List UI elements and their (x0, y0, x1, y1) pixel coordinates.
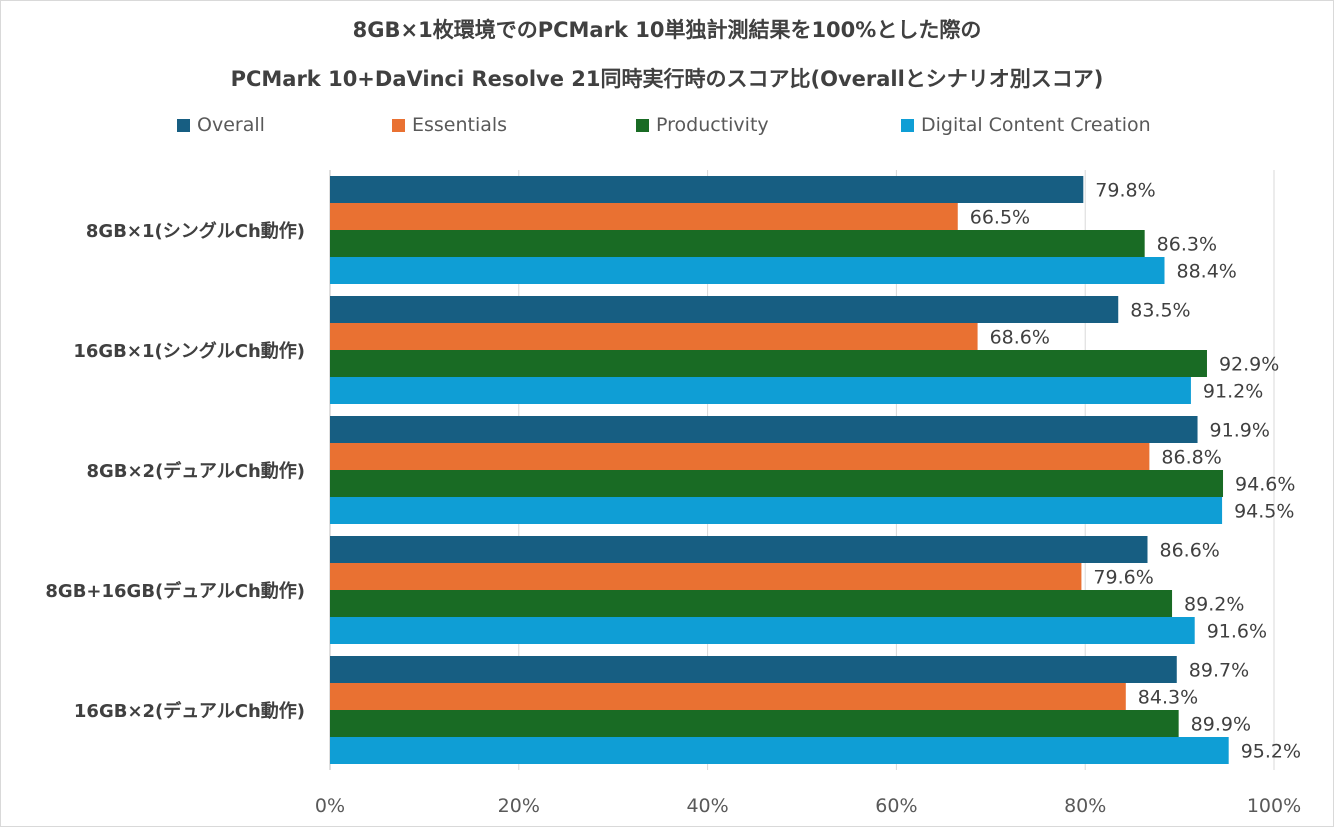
chart-subtitle: PCMark 10+DaVinci Resolve 21同時実行時のスコア比(O… (230, 67, 1104, 91)
bar (330, 536, 1148, 563)
data-label: 86.8% (1161, 447, 1221, 469)
bar (330, 710, 1179, 737)
legend-label-essentials: Essentials (412, 114, 508, 136)
data-label: 89.9% (1191, 714, 1251, 736)
legend-swatch-productivity (636, 118, 649, 132)
chart-title: 8GB×1枚環境でのPCMark 10単独計測結果を100%とした際の (352, 18, 982, 42)
x-tick-label: 100% (1247, 795, 1301, 817)
data-label: 68.6% (990, 327, 1050, 349)
bar (330, 257, 1165, 284)
bar (330, 176, 1084, 203)
category-label: 8GB×1(シングルCh動作) (86, 220, 305, 242)
bar (330, 443, 1150, 470)
data-label: 79.6% (1093, 567, 1153, 589)
category-label: 8GB+16GB(デュアルCh動作) (45, 580, 305, 602)
legend-label-overall: Overall (197, 114, 265, 136)
data-label: 88.4% (1176, 261, 1236, 283)
data-label: 94.5% (1234, 501, 1294, 523)
x-tick-label: 20% (498, 795, 540, 817)
category-label: 8GB×2(デュアルCh動作) (86, 460, 305, 482)
legend: Overall Essentials Productivity Digital … (0, 114, 1334, 140)
bar (330, 350, 1207, 377)
bar (330, 590, 1173, 617)
data-label: 89.2% (1184, 594, 1244, 616)
data-label: 89.7% (1189, 660, 1249, 682)
legend-swatch-essentials (392, 118, 405, 132)
legend-label-productivity: Productivity (656, 114, 769, 136)
legend-label-digital-content-creation: Digital Content Creation (921, 114, 1151, 136)
x-tick-label: 60% (875, 795, 917, 817)
bar (330, 617, 1195, 644)
x-tick-label: 40% (686, 795, 728, 817)
legend-item-productivity: Productivity (636, 114, 769, 136)
bar (330, 737, 1229, 764)
bar (330, 683, 1126, 710)
data-label: 95.2% (1241, 741, 1301, 763)
data-label: 92.9% (1219, 354, 1279, 376)
bar (330, 416, 1198, 443)
bar (330, 377, 1191, 404)
data-label: 94.6% (1235, 474, 1295, 496)
bar (330, 230, 1145, 257)
legend-item-overall: Overall (177, 114, 265, 136)
data-label: 86.6% (1160, 540, 1220, 562)
data-label: 83.5% (1130, 300, 1190, 322)
legend-swatch-overall (177, 118, 190, 132)
data-label: 91.9% (1210, 420, 1270, 442)
bar (330, 470, 1224, 497)
bar (330, 323, 978, 350)
category-label: 16GB×2(デュアルCh動作) (74, 700, 305, 722)
bar (330, 203, 958, 230)
legend-item-essentials: Essentials (392, 114, 507, 136)
legend-swatch-digital-content-creation (901, 118, 914, 132)
data-label: 86.3% (1157, 234, 1217, 256)
legend-item-digital-content-creation: Digital Content Creation (901, 114, 1151, 136)
data-label: 91.2% (1203, 381, 1263, 403)
x-tick-label: 0% (315, 795, 345, 817)
category-label: 16GB×1(シングルCh動作) (73, 340, 305, 362)
x-tick-label: 80% (1064, 795, 1106, 817)
bar (330, 497, 1223, 524)
data-label: 79.8% (1095, 180, 1155, 202)
data-label: 84.3% (1138, 687, 1198, 709)
bar (330, 656, 1177, 683)
data-label: 66.5% (970, 207, 1030, 229)
bar (330, 296, 1119, 323)
bar (330, 563, 1082, 590)
data-label: 91.6% (1207, 621, 1267, 643)
